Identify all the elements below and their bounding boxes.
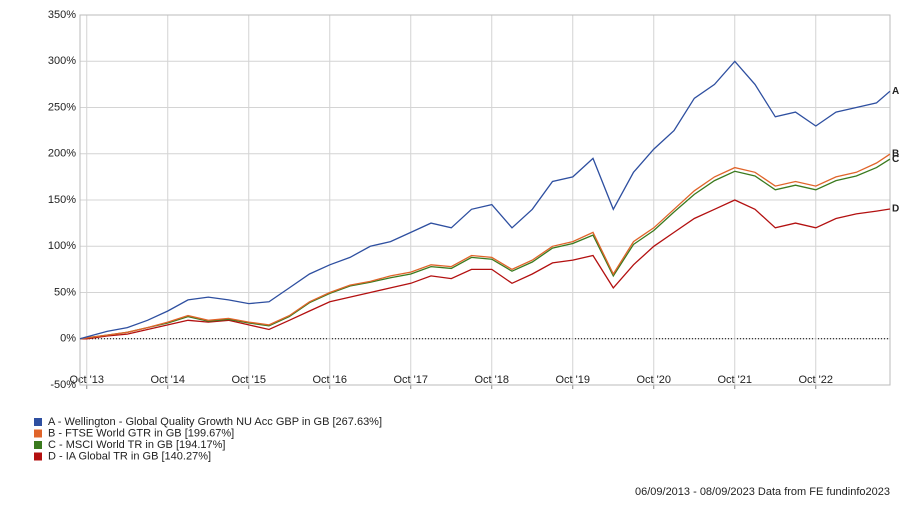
y-tick-label: 0% xyxy=(60,333,76,345)
legend-swatch xyxy=(34,429,42,438)
end-label: C xyxy=(892,154,899,165)
y-tick-label: 150% xyxy=(48,194,76,206)
footer: 06/09/2013 - 08/09/2023 Data from FE fun… xyxy=(635,486,890,498)
x-tick-label: Oct '16 xyxy=(312,374,347,386)
legend-swatch xyxy=(34,452,42,461)
series-line xyxy=(79,60,891,340)
end-label: B xyxy=(892,149,899,160)
y-tick-label: 100% xyxy=(48,240,76,252)
y-tick-label: 350% xyxy=(48,9,76,21)
legend-label: B - FTSE World GTR in GB [199.67%] xyxy=(48,427,234,439)
legend-swatch xyxy=(34,418,42,426)
x-tick-label: Oct '18 xyxy=(474,374,509,386)
series-line xyxy=(79,158,891,340)
x-tick-label: Oct '14 xyxy=(150,374,185,386)
y-tick-label: 200% xyxy=(48,148,76,160)
legend-swatch xyxy=(34,441,42,449)
legend-label: A - Wellington - Global Quality Growth N… xyxy=(48,416,382,428)
y-tick-label: 300% xyxy=(48,55,76,67)
x-tick-label: Oct '20 xyxy=(636,374,671,386)
x-tick-label: Oct '19 xyxy=(555,374,590,386)
legend-label: C - MSCI World TR in GB [194.17%] xyxy=(48,439,225,451)
x-tick-label: Oct '17 xyxy=(393,374,428,386)
series-line xyxy=(79,153,891,340)
y-tick-label: -50% xyxy=(50,379,76,391)
plot-frame xyxy=(79,14,891,386)
end-label: D xyxy=(892,204,899,215)
end-label: A xyxy=(892,86,899,97)
x-tick-label: Oct '13 xyxy=(69,374,104,386)
y-tick-label: 250% xyxy=(48,101,76,113)
x-tick-label: Oct '21 xyxy=(717,374,752,386)
legend-label: D - IA Global TR in GB [140.27%] xyxy=(48,450,211,462)
y-tick-label: 50% xyxy=(54,286,76,298)
series-line xyxy=(80,199,891,340)
x-tick-label: Oct '15 xyxy=(231,374,266,386)
x-tick-label: Oct '22 xyxy=(798,374,833,386)
